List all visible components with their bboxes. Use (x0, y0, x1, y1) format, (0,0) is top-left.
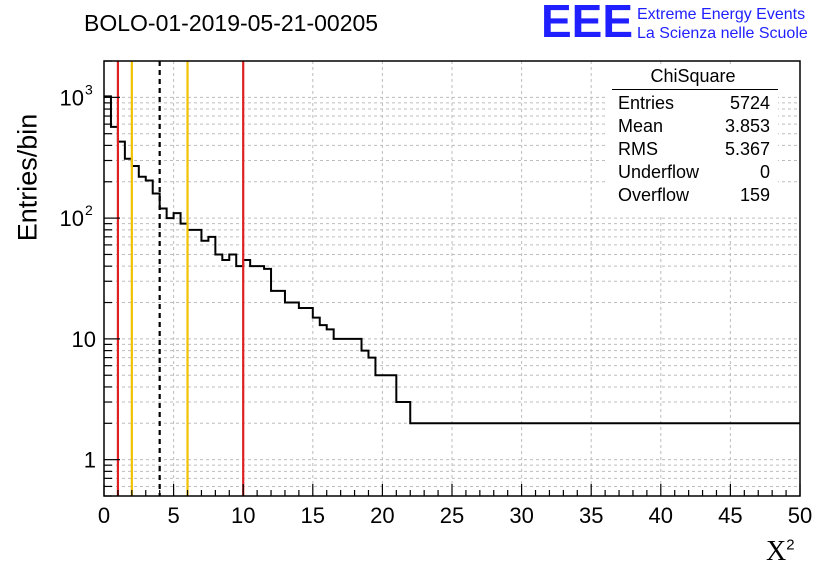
eee-logo-mark: EEE (541, 0, 634, 47)
stats-key: Mean (618, 116, 664, 136)
logo-line-2: La Scienza nelle Scuole (637, 25, 808, 42)
stats-title: ChiSquare (650, 66, 736, 86)
stats-value: 3.853 (724, 116, 770, 136)
x-tick-label: 40 (649, 503, 673, 528)
stats-row-rms: RMS 5.367 (618, 139, 770, 161)
stats-key: Entries (618, 93, 675, 113)
stats-row-overflow: Overflow 159 (618, 185, 770, 207)
stats-key: RMS (618, 139, 658, 159)
x-tick-label: 5 (167, 503, 179, 528)
x-tick-label: 45 (718, 503, 742, 528)
stats-value: 0 (759, 162, 770, 182)
histogram-outline (104, 95, 800, 425)
grid-lines (104, 61, 800, 496)
x-tick-label: 10 (231, 503, 255, 528)
x-tick-label: 35 (579, 503, 603, 528)
chart-title: BOLO-01-2019-05-21-00205 (84, 10, 379, 36)
stats-box: ChiSquare Entries 5724 Mean 3.853 RMS 5.… (608, 66, 778, 216)
axis-ticks (103, 60, 801, 497)
y-axis-label: Entries/bin (12, 113, 43, 242)
y-tick-label: 10 (60, 85, 84, 110)
x-axis-label: X2 (766, 536, 795, 568)
logo-line-1: Extreme Energy Events (637, 6, 806, 23)
y-axis-label-box: Entries/bin (6, 112, 46, 242)
stats-row-mean: Mean 3.853 (618, 116, 770, 138)
y-tick-label-exponent: 2 (85, 202, 93, 218)
stats-divider (612, 89, 778, 90)
x-tick-label: 30 (509, 503, 533, 528)
y-tick-label-exponent: 3 (85, 81, 93, 97)
y-tick-label: 10 (72, 327, 96, 352)
x-tick-label: 25 (440, 503, 464, 528)
y-tick-label: 1 (84, 448, 96, 473)
x-axis-label-symbol: X (766, 536, 787, 567)
stats-value: 5.367 (724, 139, 770, 159)
stats-key: Underflow (618, 162, 700, 182)
stats-value: 159 (739, 185, 770, 205)
stats-row-entries: Entries 5724 (618, 93, 770, 115)
x-axis-label-superscript: 2 (786, 536, 795, 554)
eee-logo[interactable]: EEE Extreme Energy Events La Scienza nel… (541, 0, 833, 47)
stats-value: 5724 (729, 93, 770, 113)
x-tick-label: 50 (788, 503, 812, 528)
histogram-series (104, 95, 800, 425)
stats-key: Overflow (618, 185, 690, 205)
y-tick-label: 10 (60, 206, 84, 231)
threshold-lines (116, 61, 245, 496)
x-tick-label: 0 (98, 503, 110, 528)
x-tick-label: 20 (370, 503, 394, 528)
x-tick-label: 15 (301, 503, 325, 528)
stats-row-underflow: Underflow 0 (618, 162, 770, 184)
